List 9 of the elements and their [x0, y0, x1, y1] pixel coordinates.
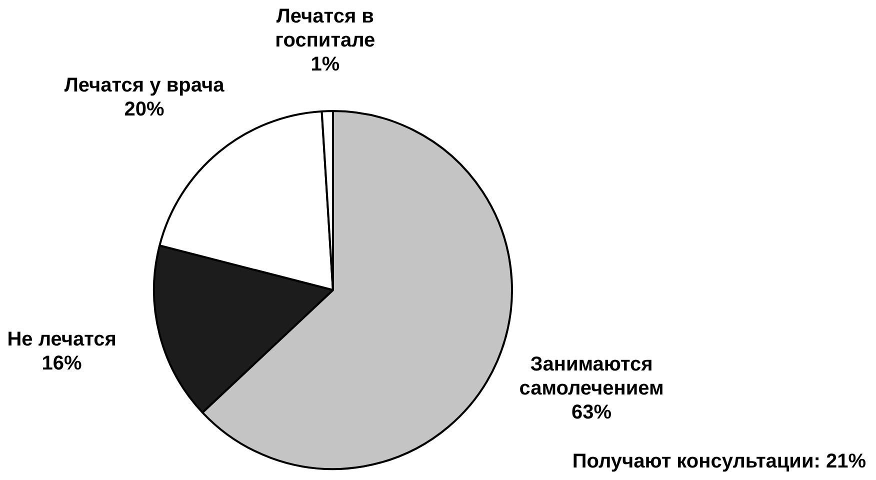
- text: Получают консультации: 21%: [572, 450, 866, 473]
- data-label: 20%: [124, 98, 165, 121]
- slice-label: Лечатся в госпитале: [275, 6, 376, 52]
- data-label: 63%: [572, 401, 612, 424]
- slice-label: Лечатся у врача: [64, 74, 226, 97]
- slice-label: Занимаются самолечением: [519, 353, 664, 400]
- data-label: 16%: [42, 352, 82, 374]
- data-label: 1%: [310, 54, 340, 76]
- slice-label: Не лечатся: [7, 328, 116, 350]
